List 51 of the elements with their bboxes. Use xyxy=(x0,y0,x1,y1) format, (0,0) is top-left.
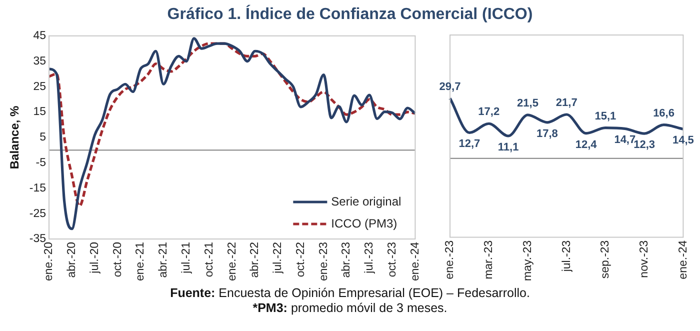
x-tick-label: ene.-23 xyxy=(444,240,456,280)
x-tick-label: abr.-22 xyxy=(249,242,262,278)
y-tick-label: -5 xyxy=(36,157,46,170)
x-tick-label: ene.-20 xyxy=(43,242,56,282)
x-tick-label: oct.-20 xyxy=(112,242,124,278)
source-note: Fuente: Encuesta de Opinión Empresarial (EOE) – Fedesarrollo. xyxy=(170,286,530,300)
data-label: 14,7 xyxy=(614,134,636,146)
x-tick-label: may.-23 xyxy=(522,240,534,282)
data-label: 16,6 xyxy=(653,107,674,120)
text: *PM3: promedio móvil de 3 meses. xyxy=(252,301,448,315)
data-label: 11,1 xyxy=(498,141,519,154)
chart-title: Gráfico 1. Índice de Confianza Comercial (ICCO) xyxy=(166,6,534,24)
x-tick-label: abr.-20 xyxy=(66,242,78,278)
y-tick-label: 25 xyxy=(33,80,46,93)
data-label: 17,8 xyxy=(536,128,558,140)
legend-label: Serie original xyxy=(331,194,402,208)
x-tick-label: ene.-22 xyxy=(226,242,238,282)
x-tick-label: ene.-23 xyxy=(318,242,330,282)
y-tick-label: 35 xyxy=(33,55,46,68)
x-tick-label: jul.-21 xyxy=(180,242,193,274)
x-tick-label: nov.-23 xyxy=(638,240,651,278)
x-tick-label: mar.-23 xyxy=(483,240,496,280)
data-label: 15,1 xyxy=(594,110,616,122)
data-label: 29,7 xyxy=(439,80,461,93)
y-axis-title: Balance, % xyxy=(8,105,22,170)
x-tick-label: sep.-23 xyxy=(600,240,612,279)
y-tick-label: -15 xyxy=(29,182,46,194)
data-label: 17,2 xyxy=(478,106,500,118)
data-label: 21,5 xyxy=(517,97,538,110)
y-tick-label: 45 xyxy=(33,30,46,42)
x-tick-label: ene.-24 xyxy=(409,241,422,282)
x-tick-label: jul.-23 xyxy=(560,240,573,273)
x-tick-label: jul.-22 xyxy=(272,242,284,274)
data-label: 12,7 xyxy=(458,138,480,150)
x-tick-label: oct.-21 xyxy=(203,242,216,278)
x-tick-label: ene.-24 xyxy=(677,240,690,280)
y-tick-label: 15 xyxy=(33,106,46,118)
x-tick-label: oct.-22 xyxy=(294,242,307,278)
y-tick-label: 5 xyxy=(40,132,46,144)
x-tick-label: abr.-21 xyxy=(158,242,170,278)
x-tick-label: jul.-23 xyxy=(364,242,376,274)
data-label: 21,7 xyxy=(556,97,578,110)
data-label: 14,5 xyxy=(672,134,694,147)
x-tick-label: abr.-23 xyxy=(340,242,353,278)
y-tick-label: -25 xyxy=(29,208,46,220)
x-tick-label: oct.-23 xyxy=(386,242,398,278)
data-label: 12,3 xyxy=(634,139,656,152)
legend-label: ICCO (PM3) xyxy=(331,216,398,230)
data-label: 12,4 xyxy=(575,138,598,151)
x-tick-label: jul.-20 xyxy=(88,242,101,274)
x-tick-label: ene.-21 xyxy=(134,242,147,282)
